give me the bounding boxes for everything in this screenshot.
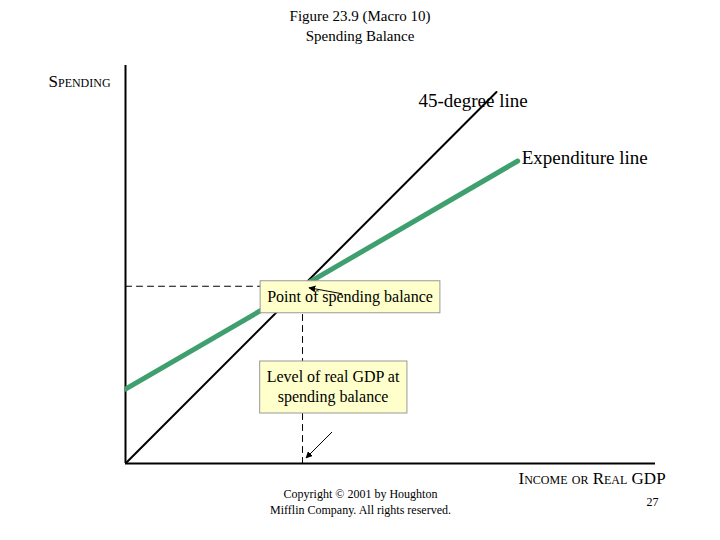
svg-text:Spending: Spending <box>49 72 111 91</box>
svg-text:Expenditure line: Expenditure line <box>522 147 648 168</box>
svg-text:Point of spending balance: Point of spending balance <box>267 288 433 306</box>
html-text:Figure 23.9 (Macro 10): Figure 23.9 (Macro 10) <box>289 8 431 24</box>
svg-text:45-degree line: 45-degree line <box>419 90 528 111</box>
html-text:Spending Balance: Spending Balance <box>305 28 415 44</box>
svg-text:Income or Real GDP: Income or Real GDP <box>519 469 666 488</box>
svg-text:Copyright © 2001 by HoughtonMi: Copyright © 2001 by HoughtonMifflin Comp… <box>270 487 451 517</box>
svg-text:Level of real GDP atspending b: Level of real GDP atspending balance <box>267 368 400 406</box>
svg-text:27: 27 <box>647 495 659 509</box>
